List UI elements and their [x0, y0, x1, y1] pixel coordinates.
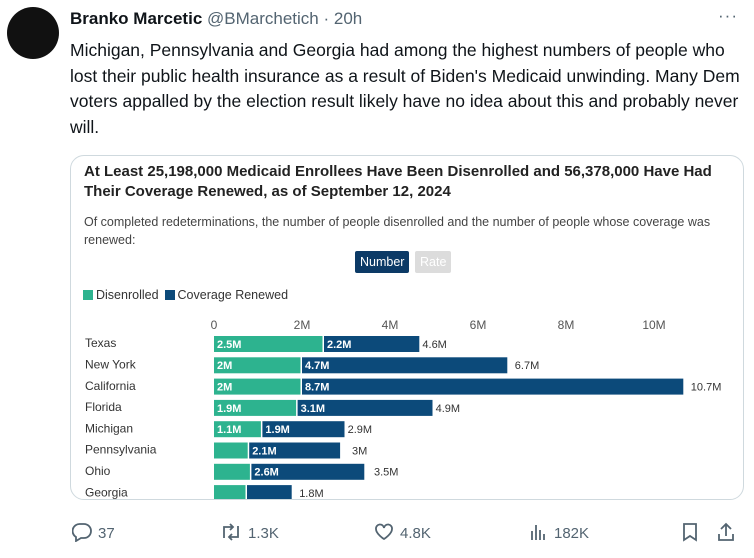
bar-value-label: 1.9M [265, 424, 289, 436]
bar-segment [247, 485, 292, 499]
like-button[interactable]: 4.8K [374, 522, 431, 542]
bar-value-label: 8.7M [305, 382, 329, 394]
reply-count: 37 [98, 525, 115, 542]
bar-value-label: 2M [217, 360, 232, 372]
category-label: Florida [85, 400, 122, 414]
reply-button[interactable]: 37 [71, 522, 115, 543]
legend-swatch [83, 290, 93, 300]
bar-value-label: 2.1M [252, 445, 276, 457]
x-tick-label: 8M [558, 318, 575, 332]
bar-segment [302, 357, 508, 374]
bar-segment [302, 378, 684, 395]
total-label: 4.9M [436, 403, 460, 415]
bar-segment [297, 399, 433, 416]
like-icon [375, 523, 393, 541]
legend-item[interactable]: Disenrolled [83, 288, 159, 302]
like-count: 4.8K [400, 525, 431, 542]
total-label: 6.7M [515, 360, 539, 372]
bar-value-label: 3.1M [301, 403, 325, 415]
bar-value-label: 1.9M [217, 403, 241, 415]
legend: Disenrolled Coverage Renewed [83, 288, 294, 302]
legend-label: Disenrolled [96, 288, 159, 302]
bar-value-label: 2.2M [327, 339, 351, 351]
bookmark-button[interactable] [680, 522, 700, 542]
avatar[interactable] [7, 7, 59, 59]
chart-title: At Least 25,198,000 Medicaid Enrollees H… [84, 163, 712, 200]
chart: 0 2M 4M 6M 8M 10M Texas 2.5M 2.2M 4.6M New York 2M 4… [85, 318, 722, 499]
toggle-button[interactable]: Rate [415, 251, 452, 273]
bar-segment [262, 421, 345, 438]
x-tick-label: 0 [211, 318, 218, 332]
toggle-button[interactable]: Number [355, 251, 410, 273]
author-name[interactable]: Branko Marcetic [70, 9, 203, 28]
chart-subtitle: Of completed redeterminations, the numbe… [84, 215, 711, 247]
bar-segment [214, 399, 297, 416]
views-button[interactable]: 182K [528, 522, 589, 542]
legend-label: Coverage Renewed [177, 288, 289, 302]
share-button[interactable] [716, 522, 736, 542]
reply-icon [71, 523, 92, 543]
repost-count: 1.3K [248, 525, 279, 542]
bar-value-label: 2M [217, 382, 232, 394]
action-bar: 37 1.3K 4.8K 182K [0, 517, 754, 547]
repost-icon [223, 523, 239, 541]
tweet-text: Michigan, Pennsylvania and Georgia had a… [70, 40, 740, 137]
tweet-header: Branko Marcetic @BMarchetich · 20h [70, 9, 362, 29]
bar-segment [251, 463, 365, 480]
author-handle[interactable]: @BMarchetich [207, 9, 319, 28]
repost-button[interactable]: 1.3K [220, 522, 279, 542]
x-tick-label: 4M [382, 318, 399, 332]
total-label: 10.7M [691, 382, 722, 394]
bar-segment [214, 463, 250, 480]
legend-swatch [164, 290, 175, 300]
more-button[interactable]: ··· [718, 6, 738, 25]
bar-segment [214, 485, 246, 499]
total-label: 4.6M [422, 339, 446, 351]
category-label: Ohio [85, 464, 111, 478]
bar-segment [214, 357, 301, 374]
total-label: 2.9M [348, 424, 372, 436]
bar-value-label: 1.1M [217, 424, 241, 436]
category-label: Texas [85, 336, 116, 350]
view-count: 182K [554, 525, 590, 542]
x-tick-label: 10M [642, 318, 665, 332]
bar-segment [214, 421, 261, 438]
bar-value-label: 4.7M [305, 360, 329, 372]
bar-segment [214, 442, 248, 459]
bar-segment [249, 442, 341, 459]
timestamp[interactable]: · 20h [323, 9, 363, 28]
bar-value-label: 2.6M [254, 467, 278, 479]
category-label: Michigan [85, 421, 133, 435]
total-label: 3M [352, 445, 367, 457]
views-icon [531, 525, 545, 540]
chart-card: At Least 25,198,000 Medicaid Enrollees H… [70, 155, 744, 500]
category-label: California [85, 379, 136, 393]
bar-value-label: 2.5M [217, 339, 241, 351]
total-label: 1.8M [299, 488, 323, 499]
category-label: New York [85, 357, 137, 371]
legend-item[interactable]: Coverage Renewed [164, 288, 289, 302]
bar-segment [324, 336, 420, 352]
x-tick-label: 2M [294, 318, 311, 332]
category-label: Georgia [85, 485, 128, 499]
bar-segment [214, 378, 301, 395]
bar-segment [214, 336, 323, 352]
category-label: Pennsylvania [85, 443, 157, 457]
total-label: 3.5M [374, 467, 398, 479]
x-tick-label: 6M [470, 318, 487, 332]
